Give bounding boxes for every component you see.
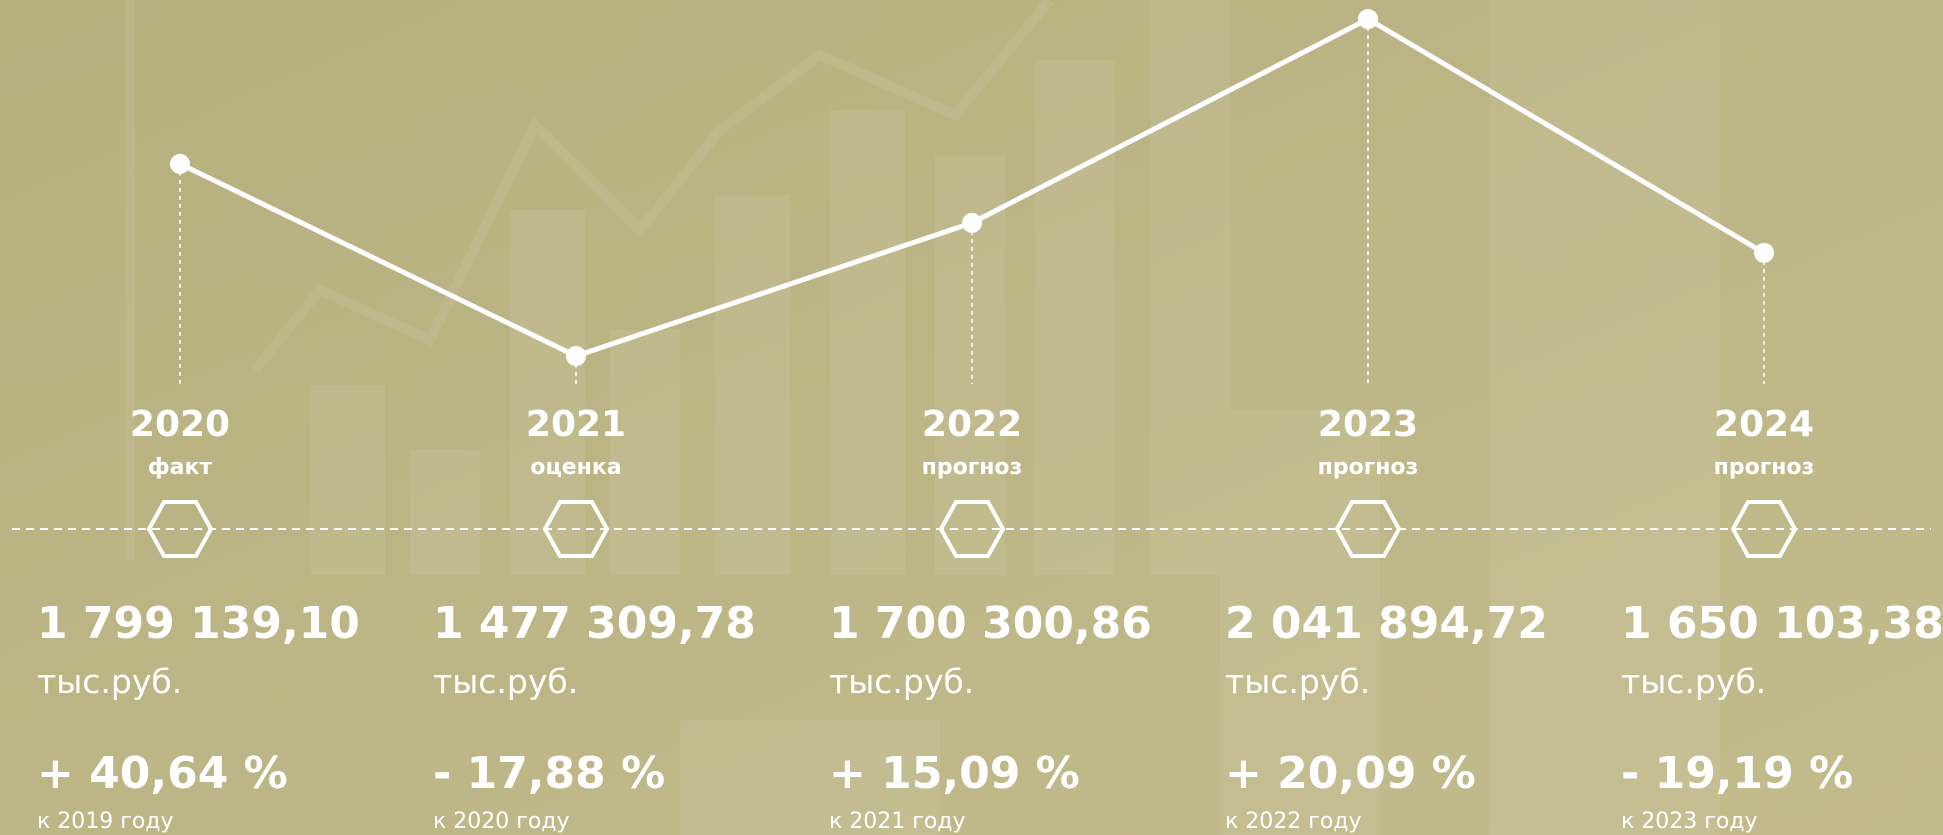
change-base: к 2021 году [829,809,966,834]
change-label: - 17,88 % [433,748,665,799]
year-subtitle: оценка [530,455,621,480]
point [962,212,982,233]
year-label: 2021 [526,404,626,445]
year-label: 2022 [922,404,1022,445]
hexagon-marker [542,500,610,558]
unit-label: тыс.руб. [433,662,578,701]
point [1754,242,1774,263]
point [566,346,586,366]
point [1358,9,1378,29]
change-label: + 20,09 % [1225,748,1476,799]
change-base: к 2022 году [1225,809,1362,834]
value-label: 1 477 309,78 [433,598,756,649]
plot: 2020 факт 1 799 139,10 тыс.руб. + 40,64 % к 2… [37,9,1943,834]
value-label: 2 041 894,72 [1225,598,1548,649]
hexagon-marker [938,500,1006,558]
year-subtitle: прогноз [1714,455,1815,480]
change-label: + 15,09 % [829,748,1080,799]
value-label: 1 650 103,38 [1621,598,1943,649]
unit-label: тыс.руб. [1225,662,1370,701]
change-base: к 2019 году [37,809,174,834]
value-label: 1 700 300,86 [829,598,1152,649]
year-label: 2023 [1318,404,1418,445]
unit-label: тыс.руб. [37,662,182,701]
point [170,153,190,174]
background-decoration [125,0,1720,835]
year-subtitle: прогноз [922,455,1023,480]
value-label: 1 799 139,10 [37,598,360,649]
unit-label: тыс.руб. [829,662,974,701]
unit-label: тыс.руб. [1621,662,1766,701]
change-base: к 2020 году [433,809,570,834]
hexagon-marker [1334,500,1402,558]
change-base: к 2023 году [1621,809,1758,834]
hexagon-marker [1730,500,1798,558]
year-label: 2020 [130,404,230,445]
change-label: - 19,19 % [1621,748,1853,799]
year-subtitle: прогноз [1318,455,1419,480]
year-label: 2024 [1714,404,1814,445]
year-subtitle: факт [148,455,213,480]
change-label: + 40,64 % [37,748,288,799]
hexagon-marker [146,500,214,558]
